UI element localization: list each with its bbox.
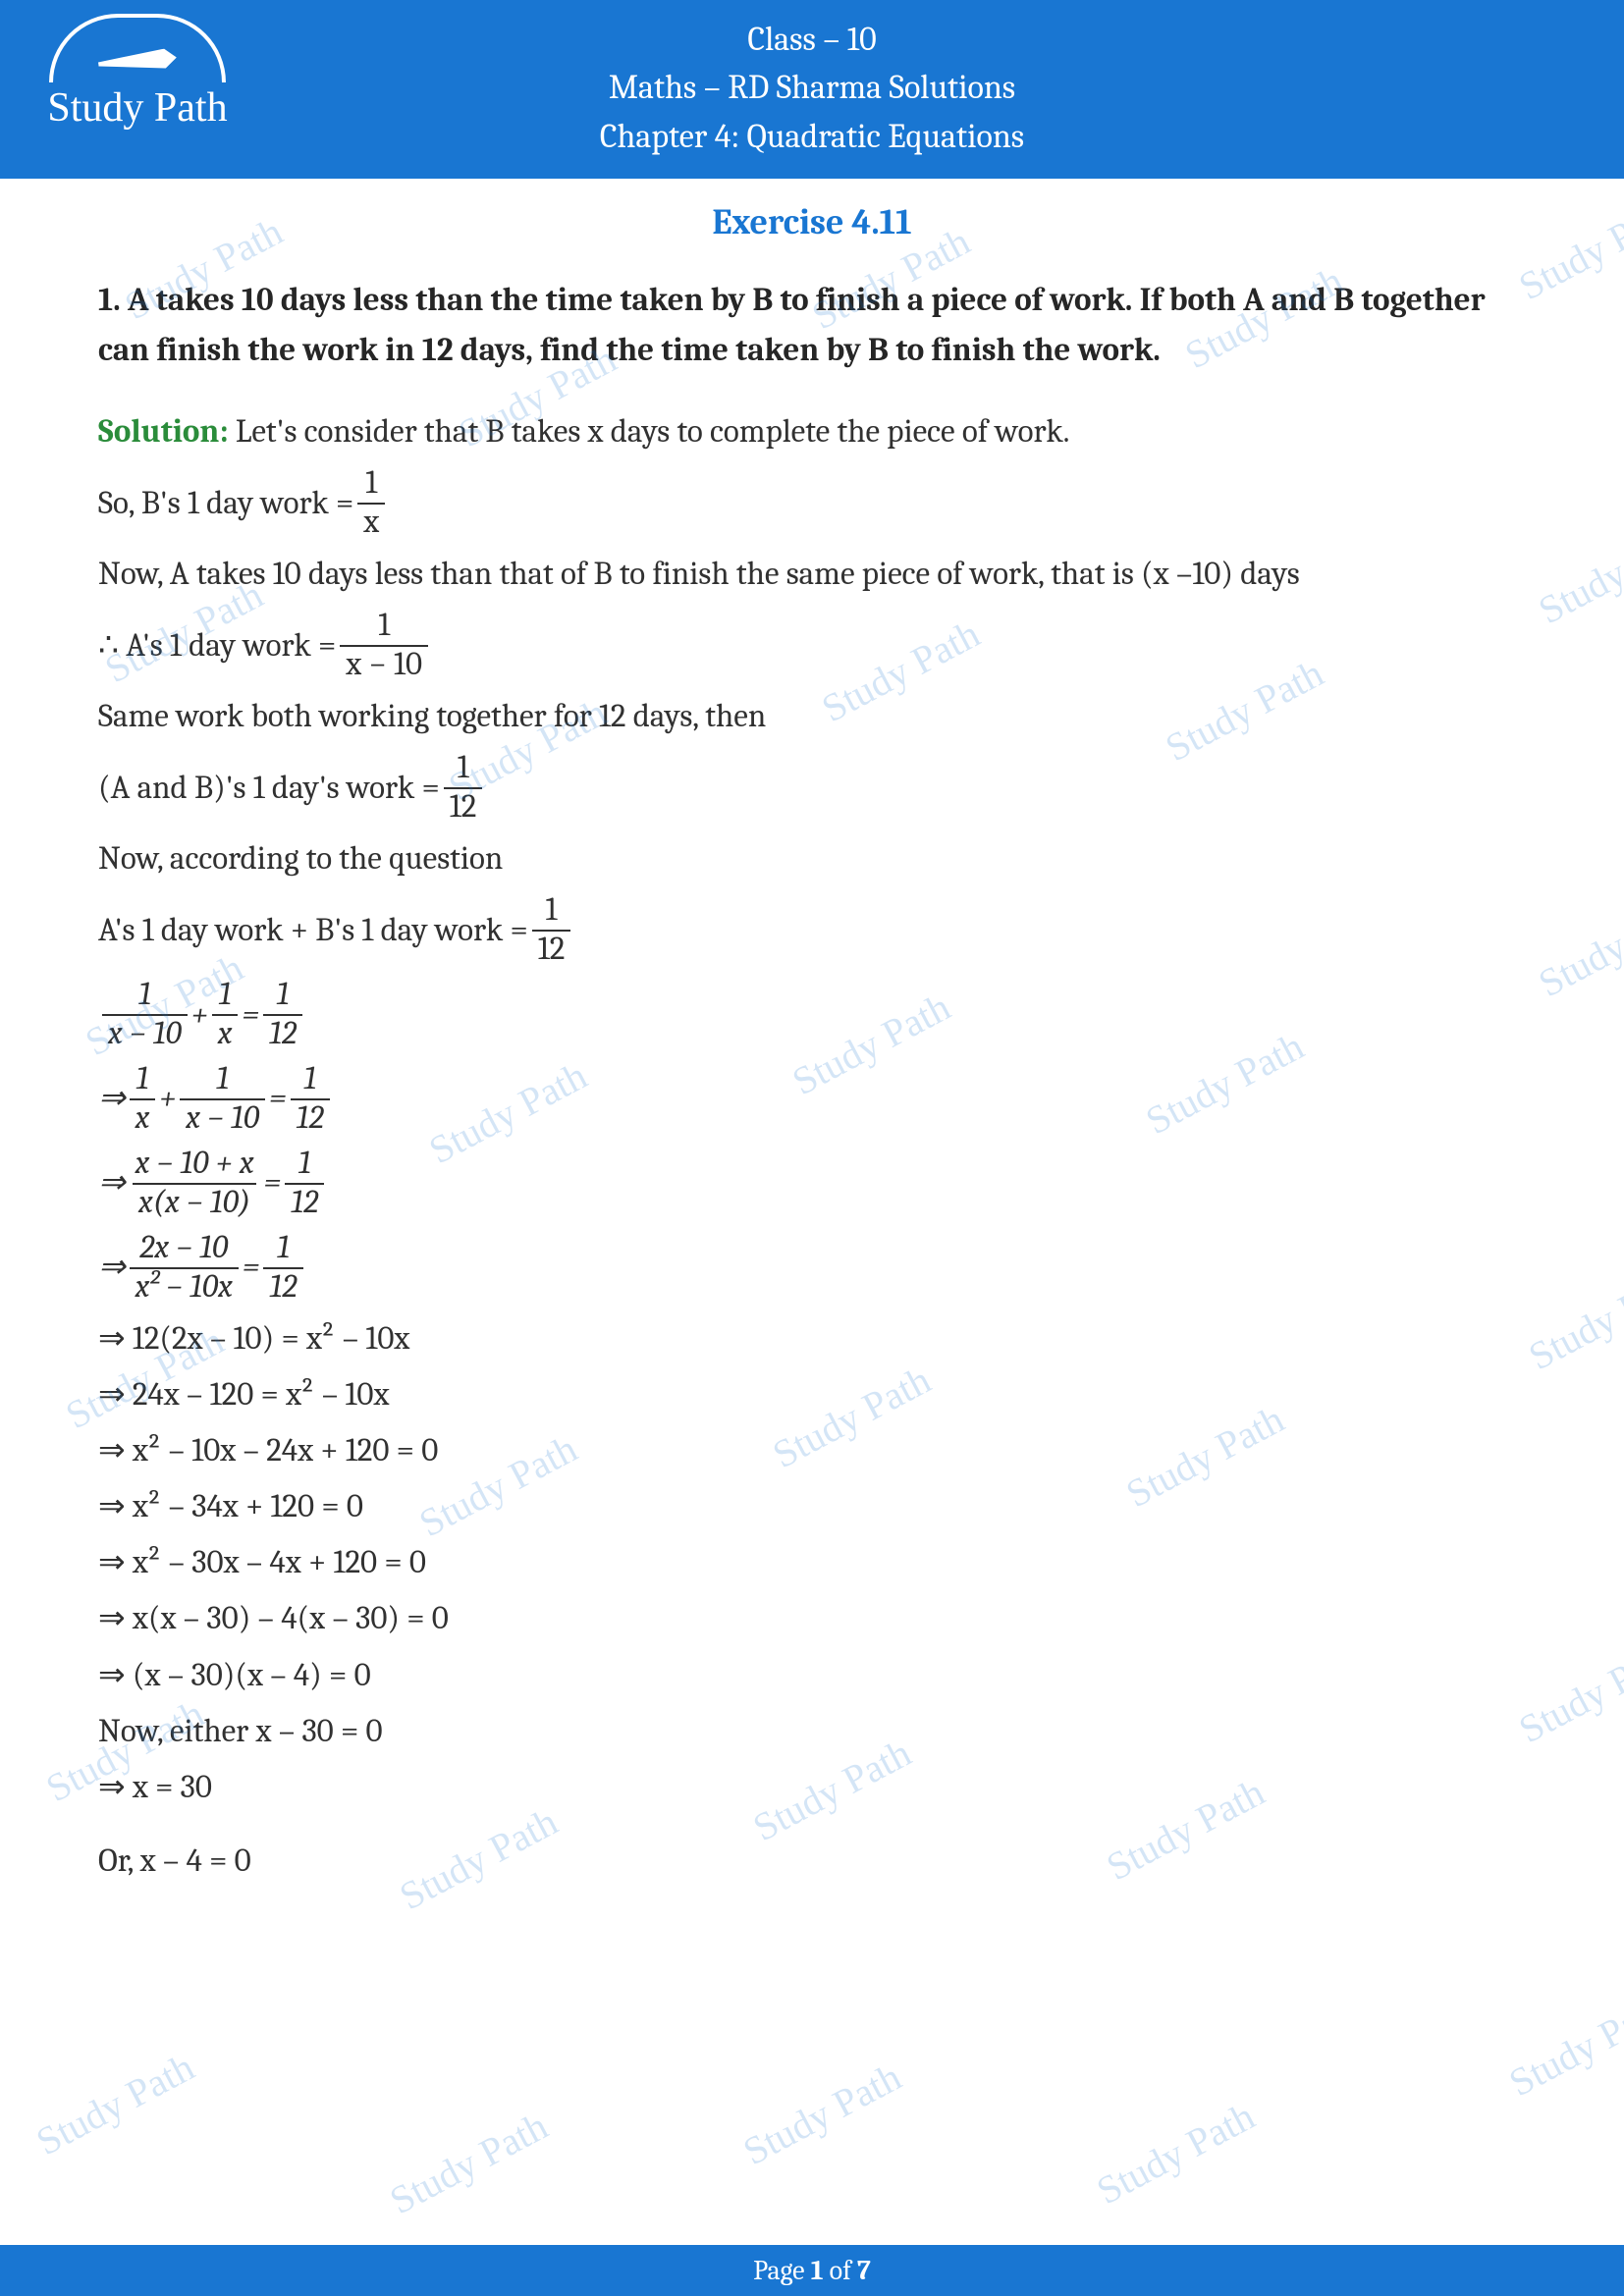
step-3: ⇒ x² – 10x – 24x + 120 = 0 — [98, 1426, 1536, 1476]
text: ∴ A's 1 day work = — [98, 621, 336, 671]
line-a-desc: Now, A takes 10 days less than that of B… — [98, 550, 1536, 600]
page-header: Study Path Class – 10 Maths – RD Sharma … — [0, 0, 1624, 179]
exercise-title: Exercise 4.11 — [0, 202, 1624, 242]
fraction: 1 12 — [263, 977, 302, 1053]
step-4: ⇒ x² – 34x + 120 = 0 — [98, 1482, 1536, 1532]
fraction: 1 12 — [263, 1230, 302, 1307]
step-10: Or, x – 4 = 0 — [98, 1837, 1536, 1887]
watermark-text: Study Path — [735, 2054, 908, 2174]
equation-3: ⇒ x − 10 + x x(x − 10) = 1 12 — [98, 1146, 1536, 1222]
text: A's 1 day work + B's 1 day work = — [98, 906, 528, 956]
equation-1: 1 x − 10 + 1 x = 1 12 — [98, 977, 1536, 1053]
footer-prefix: Page — [753, 2255, 811, 2286]
fraction: 1 x — [212, 977, 239, 1053]
step-5: ⇒ x² – 30x – 4x + 120 = 0 — [98, 1538, 1536, 1588]
fraction: 1 12 — [291, 1061, 330, 1138]
watermark-text: Study Path — [382, 2103, 555, 2223]
footer-total: 7 — [857, 2255, 871, 2286]
fraction: 1 12 — [532, 892, 571, 969]
fraction: 2x − 10 x² − 10x — [130, 1230, 239, 1307]
line-b-work: So, B's 1 day work = 1 x — [98, 465, 1536, 542]
step-1: ⇒ 12(2x – 10) = x² – 10x — [98, 1314, 1536, 1364]
line-according: Now, according to the question — [98, 834, 1536, 884]
header-class: Class – 10 — [0, 16, 1624, 64]
solution-label: Solution: — [98, 413, 229, 451]
watermark-text: Study Path — [1089, 2093, 1262, 2214]
step-8: Now, either x – 30 = 0 — [98, 1707, 1536, 1757]
solution-intro-line: Solution: Let's consider that B takes x … — [98, 407, 1536, 457]
logo: Study Path — [39, 14, 236, 132]
solution-intro: Let's consider that B takes x days to co… — [236, 413, 1070, 451]
content-area: 1. A takes 10 days less than the time ta… — [0, 276, 1624, 1887]
fraction: x − 10 + x x(x − 10) — [130, 1146, 260, 1222]
question-number: 1. — [98, 282, 121, 319]
watermark-text: Study Path — [1501, 1985, 1624, 2106]
line-sum-work: A's 1 day work + B's 1 day work = 1 12 — [98, 892, 1536, 969]
step-7: ⇒ (x – 30)(x – 4) = 0 — [98, 1651, 1536, 1701]
step-9: ⇒ x = 30 — [98, 1763, 1536, 1813]
footer-mid: of — [824, 2255, 858, 2286]
line-ab-work: (A and B)'s 1 day's work = 1 12 — [98, 750, 1536, 827]
header-subject: Maths – RD Sharma Solutions — [0, 64, 1624, 112]
question-text: 1. A takes 10 days less than the time ta… — [98, 276, 1536, 376]
text: So, B's 1 day work = — [98, 479, 353, 529]
logo-arc — [49, 14, 226, 82]
line-together: Same work both working together for 12 d… — [98, 692, 1536, 742]
fraction: 1 12 — [444, 750, 483, 827]
fraction: 1 x − 10 — [180, 1061, 265, 1138]
equation-2: ⇒ 1 x + 1 x − 10 = 1 12 — [98, 1061, 1536, 1138]
fraction: 1 x − 10 — [340, 608, 428, 684]
question-body: A takes 10 days less than the time taken… — [98, 282, 1486, 369]
footer-current: 1 — [811, 2255, 824, 2286]
step-2: ⇒ 24x – 120 = x² – 10x — [98, 1370, 1536, 1420]
line-a-work: ∴ A's 1 day work = 1 x − 10 — [98, 608, 1536, 684]
fraction: 1 12 — [285, 1146, 324, 1222]
equation-4: ⇒ 2x − 10 x² − 10x = 1 12 — [98, 1230, 1536, 1307]
fraction: 1 x — [130, 1061, 156, 1138]
header-chapter: Chapter 4: Quadratic Equations — [0, 113, 1624, 161]
fraction: 1 x − 10 — [102, 977, 188, 1053]
logo-text: Study Path — [39, 84, 236, 132]
text: (A and B)'s 1 day's work = — [98, 764, 440, 814]
fraction: 1 x — [357, 465, 385, 542]
page-footer: Page 1 of 7 — [0, 2245, 1624, 2296]
step-6: ⇒ x(x – 30) – 4(x – 30) = 0 — [98, 1594, 1536, 1644]
watermark-text: Study Path — [28, 2044, 201, 2164]
